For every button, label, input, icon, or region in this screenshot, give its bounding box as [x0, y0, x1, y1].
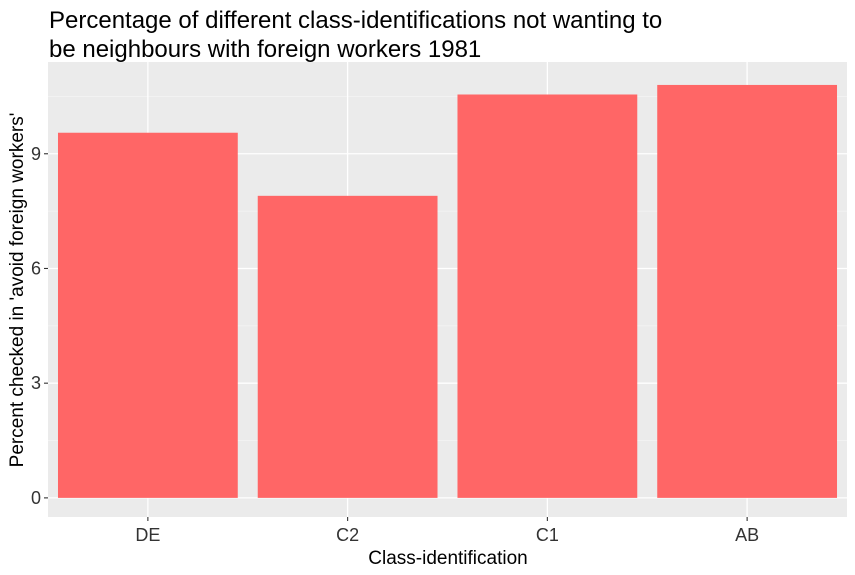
x-tick-label: DE	[135, 525, 160, 545]
x-tick-label: C2	[336, 525, 359, 545]
x-axis-ticks: DE C2 C1 AB	[135, 517, 759, 545]
bar-ab	[657, 84, 838, 498]
x-tick-label: C1	[536, 525, 559, 545]
y-tick-label: 9	[31, 144, 41, 164]
x-tick-label: AB	[735, 525, 759, 545]
bars	[57, 84, 838, 498]
y-tick-label: 3	[31, 373, 41, 393]
y-axis-ticks: 0 3 6 9	[31, 144, 48, 508]
bar-c2	[257, 195, 438, 498]
x-axis-title: Class-identification	[368, 548, 527, 569]
chart-title: Percentage of different class-identifica…	[49, 6, 829, 64]
bar-de	[57, 132, 238, 498]
y-tick-label: 6	[31, 258, 41, 278]
chart-title-line-1: Percentage of different class-identifica…	[49, 7, 663, 34]
y-axis-title: Percent checked in 'avoid foreign worker…	[7, 113, 28, 468]
bar-c1	[457, 94, 638, 498]
chart-title-line-2: be neighbours with foreign workers 1981	[49, 36, 482, 63]
y-tick-label: 0	[31, 488, 41, 508]
